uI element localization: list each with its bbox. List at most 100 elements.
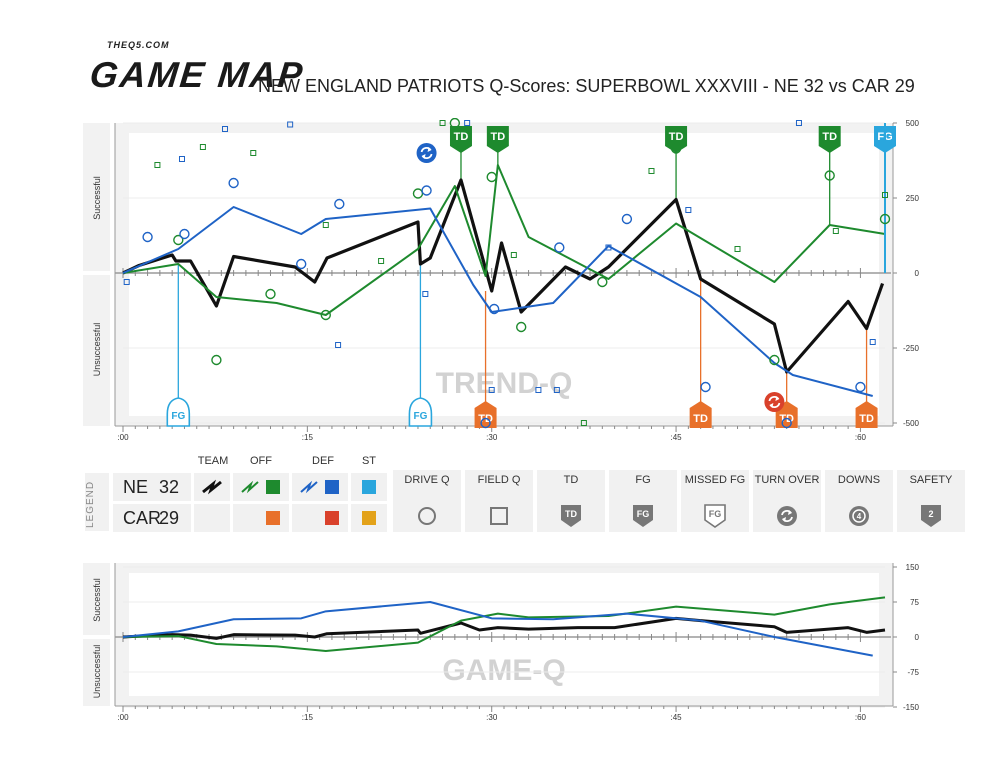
trend-q-side-bottom-bg [83, 275, 110, 426]
field-q-point-12 [464, 120, 471, 126]
drive-circle-icon [418, 507, 436, 525]
game-q-xtick-label-2: :30 [486, 713, 498, 722]
trend-q-ytick-label-4: -500 [903, 419, 920, 428]
field-q-point-0 [123, 279, 130, 285]
fg-badge-icon-text: FG [637, 509, 650, 519]
game-q-watermark: GAME-Q [442, 654, 565, 687]
game-series-defense [122, 601, 873, 657]
trend-q-xtick-label-0: :00 [117, 433, 129, 442]
legend-ne-off-swatch [266, 480, 280, 494]
missed-fg-shape [704, 504, 726, 528]
game-q-side-bottom-bg [83, 639, 110, 706]
game-series-team [122, 616, 886, 640]
legend-symbol-cell-0 [393, 470, 461, 532]
drive-q-point-3 [228, 177, 239, 189]
field-q-point-6 [287, 121, 294, 128]
trend-q-unsuccessful-label: Unsuccessful [92, 323, 102, 377]
field-q-point-1 [154, 162, 161, 168]
trend-q-ytick-label-2: 0 [915, 269, 920, 278]
legend-team-name-car: CAR [123, 508, 162, 528]
legend-turnover-disc [777, 506, 797, 526]
legend-header-off: OFF [250, 455, 272, 467]
trend-q-chart: Successful Unsuccessful TREND-Q:00:15:30:4… [83, 118, 920, 442]
game-q-unsuccessful-label: Unsuccessful [92, 645, 102, 699]
turnover-marker-0 [416, 143, 437, 163]
drive-q-point-22 [824, 170, 835, 181]
field-q-point-7 [322, 222, 329, 228]
drive-q-point-24 [879, 213, 891, 225]
field-q-point-11 [439, 120, 446, 126]
safety-badge-icon-text: 2 [928, 509, 933, 519]
legend-symbol-label-4: MISSED FG [684, 474, 746, 486]
legend-panel: LEGEND TEAM OFF DEF ST NE 32 CAR 29 DRIV… [85, 451, 965, 533]
td-badge-car-7-shape [474, 401, 497, 428]
field-q-point-16 [510, 252, 517, 258]
turnover-marker-1-arrow-bottom [769, 403, 774, 408]
td-badge-ne-1-label: TD [491, 131, 506, 143]
drive-q-point-21 [781, 417, 792, 429]
field-q-point-13 [488, 387, 495, 393]
td-badge-ne-2-shape [665, 126, 688, 153]
game-q-xtick-label-1: :15 [302, 713, 314, 722]
fg-badge-icon-shape [633, 505, 653, 527]
trend-q-side-top-bg [83, 123, 110, 271]
fg-arch-car-5-shape [166, 397, 191, 427]
drive-q-point-13 [488, 303, 500, 315]
game-q-xtick-label-0: :00 [117, 713, 129, 722]
td-badge-ne-1-shape [486, 126, 509, 153]
downs-ring [852, 509, 866, 523]
legend-header-team: TEAM [197, 455, 229, 467]
missed-fg-text: FG [709, 509, 722, 519]
field-q-point-19 [648, 168, 655, 174]
legend-ne-def-swatch [325, 480, 339, 494]
td-badge-icon-text: TD [565, 509, 577, 519]
field-q-point-5 [250, 150, 257, 156]
legend-team-score-car: 29 [159, 508, 180, 528]
trend-q-ytick-label-0: 500 [906, 119, 920, 128]
legend-team-line-icon [202, 479, 222, 495]
td-badge-ne-3: TD [818, 126, 841, 153]
field-q-point-25 [882, 192, 888, 198]
downs-number: 4 [857, 512, 862, 521]
td-badge-ne-0-shape [449, 126, 472, 153]
td-badge-ne-1: TD [486, 126, 509, 153]
turnover-marker-1 [764, 392, 785, 412]
fg-arch-car-6-shape [408, 397, 433, 427]
fg-arch-car-5-label: FG [171, 411, 185, 422]
game-series-offense [122, 596, 886, 652]
legend-turnover-arrow-top [788, 510, 792, 515]
td-badge-car-10-shape [855, 401, 878, 428]
legend-header-st: ST [361, 455, 377, 467]
legend-symbol-label-7: SAFETY [909, 474, 953, 486]
trend-q-xtick-label-3: :45 [671, 433, 683, 442]
legend-symbol-cell-1 [465, 470, 533, 532]
td-badge-car-8-shape [689, 401, 712, 428]
td-badge-ne-0-label: TD [454, 131, 469, 143]
downs-icon: 4 [849, 506, 869, 526]
drive-q-point-10 [421, 185, 432, 196]
legend-def-line-icon [300, 480, 318, 494]
field-q-point-20 [685, 207, 692, 213]
drive-circle-shape [418, 507, 436, 525]
drive-q-point-25 [480, 417, 491, 429]
game-q-successful-label: Successful [92, 578, 102, 622]
game-q-ytick-label-4: -150 [903, 703, 920, 712]
brand-small-logo: THEQ5.COM [107, 40, 170, 50]
field-q-point-10 [422, 291, 429, 297]
td-badge-car-8: TD [689, 401, 712, 428]
drive-q-point-5 [265, 288, 276, 300]
legend-symbol-label-1: FIELD Q [477, 474, 521, 486]
fg-arch-car-6-label: FG [413, 411, 427, 422]
trend-q-xtick-label-2: :30 [486, 433, 498, 442]
legend-car-st-swatch [362, 511, 376, 525]
legend-car-off-swatch [266, 511, 280, 525]
trend-q-xtick-label-1: :15 [302, 433, 314, 442]
trend-q-ytick-label-3: -250 [903, 344, 920, 353]
turnover-marker-0-arrow-top [427, 147, 432, 152]
drive-q-point-7 [320, 309, 331, 321]
turnover-marker-1-arrow-top [775, 396, 780, 401]
drive-q-point-1 [173, 234, 184, 246]
trend-q-successful-label: Successful [92, 176, 102, 220]
game-q-xtick-label-4: :60 [855, 713, 867, 722]
game-q-ytick-label-2: 0 [915, 633, 920, 642]
